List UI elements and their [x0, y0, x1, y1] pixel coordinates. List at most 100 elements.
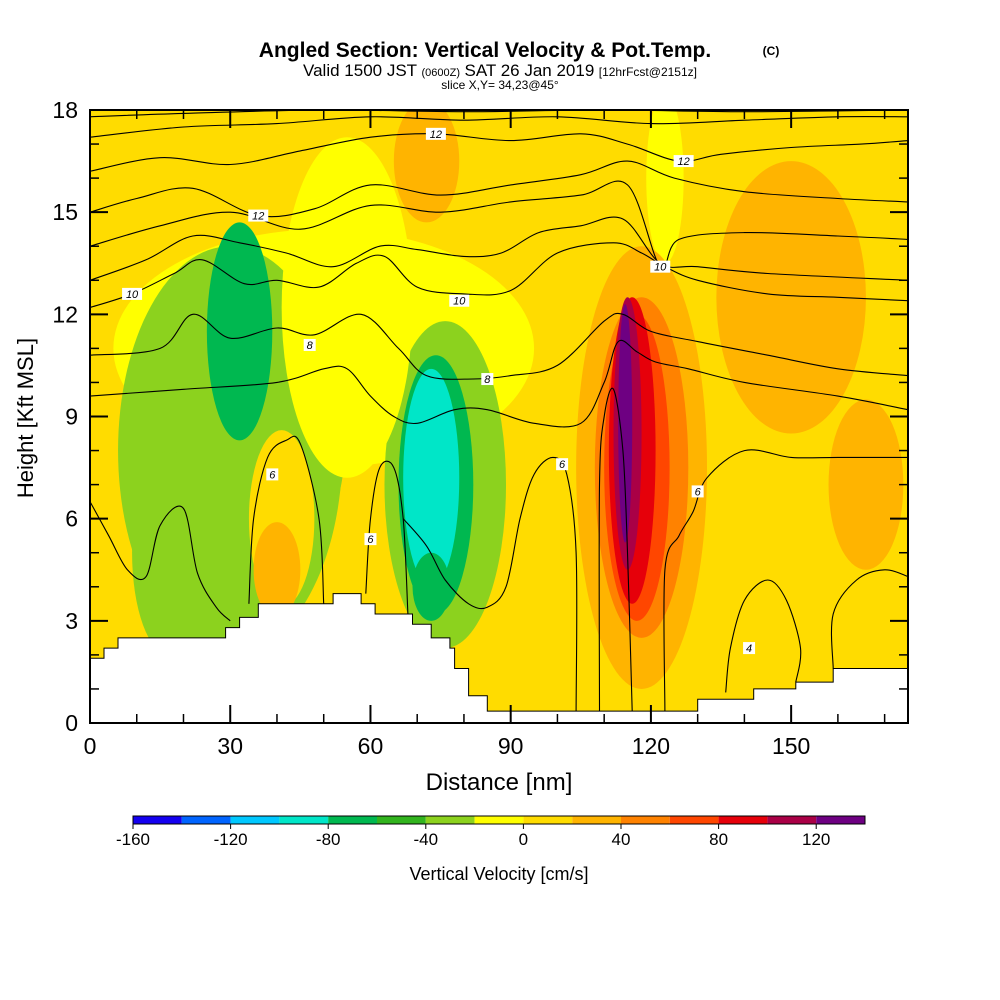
y-tick-label: 0: [65, 710, 78, 736]
colorbar-tick-label: 80: [709, 830, 728, 849]
colorbar-swatch: [816, 816, 865, 824]
theta-contour-line: [90, 115, 908, 138]
contour-label-box: [425, 127, 446, 140]
theta-contour-line: [90, 242, 908, 309]
velocity-region: [412, 552, 450, 621]
contour-label-box: [122, 287, 143, 300]
colorbar-tick-label: 40: [612, 830, 631, 849]
theta-contour-line: [90, 339, 908, 428]
theta-contour-line: [830, 569, 908, 669]
colorbar-tick-label: -120: [214, 830, 248, 849]
contour-label-box: [691, 485, 704, 498]
contour-label-box: [303, 338, 316, 351]
colorbar-swatch: [425, 816, 475, 824]
contour-label: 12: [678, 156, 690, 168]
contour-label: 6: [559, 459, 566, 471]
x-tick-label: 120: [632, 733, 670, 759]
x-tick-label: 0: [84, 733, 97, 759]
contour-label: 4: [746, 643, 752, 655]
contour-labels: 4 6 6 6 6 8 8 10 10 10 12 12 12: [122, 127, 756, 655]
contour-label: 8: [307, 340, 314, 352]
velocity-region: [281, 137, 413, 478]
theta-contour-line: [90, 312, 908, 380]
theta-contour-line: [90, 180, 908, 269]
colorbar-swatch: [133, 816, 182, 824]
contour-label: 6: [695, 486, 702, 498]
chart-title: Angled Section: Vertical Velocity & Pot.…: [259, 39, 711, 62]
colorbar-swatch: [572, 816, 621, 824]
colorbar-tick-label: -160: [116, 830, 150, 849]
theta-contours: [90, 110, 908, 712]
colorbar-tick-label: 0: [519, 830, 528, 849]
y-tick-label: 15: [52, 199, 78, 225]
colorbar-swatch: [230, 816, 280, 824]
velocity-region: [132, 450, 207, 655]
contour-label: 10: [453, 296, 466, 308]
contour-label: 8: [484, 374, 491, 386]
chart-title-tag: (C): [763, 44, 780, 58]
colorbar-tick-label: 120: [802, 830, 830, 849]
valid-date: SAT 26 Jan 2019: [464, 61, 594, 80]
velocity-region: [253, 522, 301, 618]
theta-contour-line: [598, 387, 633, 712]
theta-contour-line: [90, 216, 908, 281]
terrain-mask: [89, 593, 909, 724]
y-tick-label: 18: [52, 97, 78, 123]
colorbar-swatch: [279, 816, 329, 824]
colorbar-swatch: [621, 816, 670, 824]
colorbar-swatch: [181, 816, 231, 824]
contour-label-box: [449, 294, 470, 307]
x-axis-label: Distance [nm]: [426, 769, 573, 796]
theta-contour-line: [90, 110, 908, 118]
contour-label: 12: [252, 211, 264, 223]
contour-label-box: [556, 458, 569, 471]
terrain-profile: [89, 593, 909, 724]
colorbar-swatch: [669, 816, 719, 824]
colorbar: [132, 815, 866, 825]
contour-label-box: [673, 155, 694, 168]
theta-contour-line: [90, 160, 908, 218]
y-tick-label: 12: [52, 301, 78, 327]
y-axis-label: Height [Kft MSL]: [13, 338, 38, 498]
velocity-region: [646, 110, 684, 264]
y-axis: 0 3 6 9 12 15 18: [52, 97, 908, 736]
contour-label: 10: [126, 289, 139, 301]
velocity-region: [393, 110, 460, 223]
colorbar-swatch: [474, 816, 524, 824]
theta-contour-line: [365, 460, 409, 615]
contour-label-box: [743, 642, 756, 655]
valid-time-line: Valid 1500 JST (0600Z) SAT 26 Jan 2019 […: [303, 61, 697, 80]
colorbar-swatch: [767, 816, 817, 824]
y-tick-label: 6: [65, 506, 78, 532]
colorbar-tick-label: -40: [414, 830, 439, 849]
colorbar-swatch: [718, 816, 768, 824]
theta-contour-line: [248, 435, 325, 604]
contour-label: 6: [367, 534, 374, 546]
contour-label: 6: [269, 469, 276, 481]
colorbar-ticks: -160 -120 -80 -40 0 40 80 120: [116, 824, 830, 849]
theta-contour-line: [402, 456, 578, 712]
x-tick-label: 90: [498, 733, 524, 759]
contour-label: 12: [430, 129, 442, 141]
contour-label-box: [248, 209, 269, 222]
contour-label-box: [481, 373, 494, 386]
colorbar-swatch: [523, 816, 573, 824]
contour-label-box: [266, 468, 279, 481]
y-tick-label: 9: [65, 404, 78, 430]
colorbar-frame: [132, 815, 866, 825]
contour-label-box: [364, 533, 377, 546]
y-tick-label: 3: [65, 608, 78, 634]
valid-zulu: (0600Z): [422, 67, 461, 79]
colorbar-tick-label: -80: [316, 830, 341, 849]
theta-contour-line: [725, 579, 802, 693]
slice-info: slice X,Y= 34,23@45°: [441, 78, 559, 92]
valid-forecast: [12hrFcst@2151z]: [599, 65, 697, 79]
theta-contour-line: [90, 133, 908, 172]
x-axis: 0 30 60 90 120 150: [84, 110, 886, 759]
contour-label: 10: [654, 262, 667, 274]
theta-contour-line: [90, 501, 231, 622]
theta-contour-line: [663, 449, 908, 712]
velocity-region: [716, 161, 866, 434]
colorbar-swatch: [328, 816, 377, 824]
velocity-region: [618, 304, 633, 543]
